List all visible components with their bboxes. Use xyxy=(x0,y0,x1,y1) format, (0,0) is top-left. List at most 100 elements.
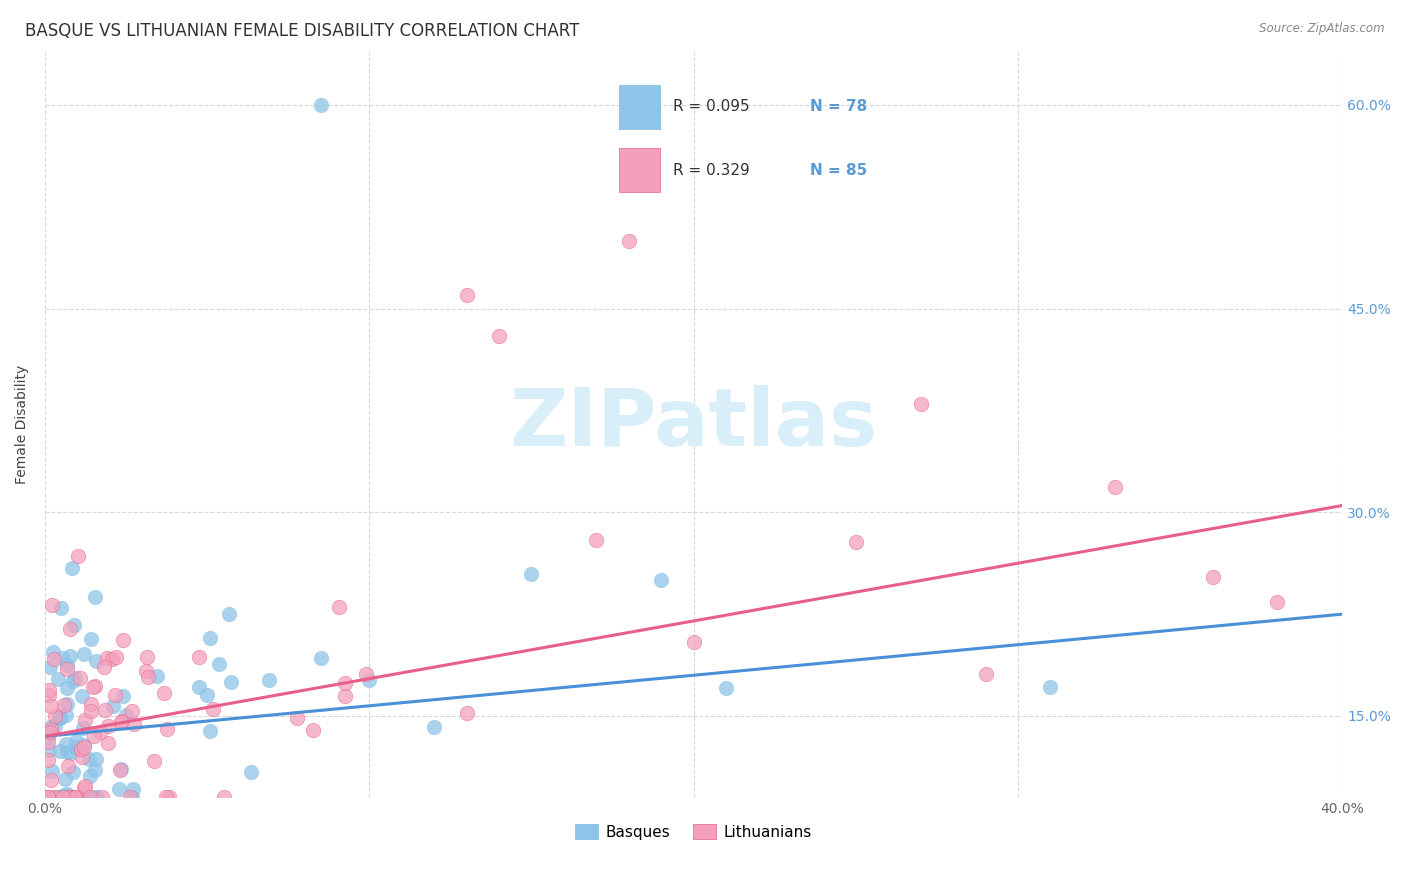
Point xyxy=(146,669,169,683)
Point xyxy=(328,599,350,614)
Point xyxy=(56,657,79,672)
Point xyxy=(121,790,143,805)
Point xyxy=(354,667,377,681)
Point xyxy=(89,725,111,739)
Point xyxy=(37,790,59,805)
Point xyxy=(37,753,59,767)
Point xyxy=(1267,595,1289,609)
Point xyxy=(136,670,159,684)
Point xyxy=(187,680,209,694)
Point xyxy=(39,772,62,787)
Text: BASQUE VS LITHUANIAN FEMALE DISABILITY CORRELATION CHART: BASQUE VS LITHUANIAN FEMALE DISABILITY C… xyxy=(25,22,579,40)
Point xyxy=(55,698,77,712)
Point xyxy=(44,790,66,805)
Point xyxy=(1039,680,1062,694)
Point xyxy=(38,742,60,756)
Point xyxy=(195,688,218,702)
Point xyxy=(188,650,211,665)
Point xyxy=(1104,480,1126,494)
Point xyxy=(97,736,120,750)
Point xyxy=(38,720,60,734)
Point xyxy=(51,790,73,805)
Point xyxy=(39,660,62,674)
Point xyxy=(55,738,77,752)
Point xyxy=(37,790,59,805)
Point xyxy=(94,702,117,716)
Text: ZIPatlas: ZIPatlas xyxy=(509,385,877,463)
Point xyxy=(115,707,138,722)
Point xyxy=(112,690,135,704)
Point xyxy=(110,714,132,729)
Point xyxy=(58,790,80,805)
Point xyxy=(70,742,93,756)
Point xyxy=(585,533,607,548)
Point xyxy=(714,681,737,696)
Point xyxy=(93,660,115,674)
Point xyxy=(73,713,96,727)
Point xyxy=(44,790,66,805)
Point xyxy=(73,647,96,661)
Point xyxy=(37,790,59,805)
Point xyxy=(84,654,107,668)
Point xyxy=(101,699,124,714)
Point xyxy=(84,752,107,766)
Y-axis label: Female Disability: Female Disability xyxy=(15,365,30,483)
Point xyxy=(208,657,231,671)
Point xyxy=(45,790,67,805)
Point xyxy=(63,790,86,805)
Point xyxy=(135,665,157,679)
Point xyxy=(80,632,103,646)
Point xyxy=(55,662,77,676)
Point xyxy=(845,534,868,549)
Point xyxy=(51,601,73,615)
Point xyxy=(423,720,446,734)
Point xyxy=(456,706,478,720)
Point xyxy=(42,652,65,666)
Point xyxy=(488,328,510,343)
Point xyxy=(52,790,75,805)
Point xyxy=(41,764,63,778)
Point xyxy=(84,763,107,777)
Point xyxy=(86,790,108,805)
Point xyxy=(62,790,84,805)
Point xyxy=(456,288,478,302)
Point xyxy=(39,722,62,736)
Point xyxy=(108,764,131,778)
Point xyxy=(65,734,87,748)
Point xyxy=(84,679,107,693)
Point xyxy=(41,599,63,613)
Point xyxy=(520,567,543,582)
Point xyxy=(302,723,325,738)
Point xyxy=(121,704,143,718)
Point xyxy=(56,759,79,773)
Point xyxy=(153,686,176,700)
Point xyxy=(112,633,135,648)
Point xyxy=(100,651,122,665)
Point xyxy=(82,681,104,695)
Point xyxy=(910,397,932,411)
Point xyxy=(72,721,94,735)
Point xyxy=(59,790,82,805)
Point xyxy=(96,650,118,665)
Point xyxy=(83,729,105,743)
Point xyxy=(219,674,242,689)
Point xyxy=(650,573,672,587)
Point xyxy=(682,634,704,648)
Point xyxy=(62,674,84,689)
Point xyxy=(79,790,101,805)
Point xyxy=(104,689,127,703)
Point xyxy=(63,671,86,685)
Point xyxy=(333,689,356,703)
Point xyxy=(80,704,103,718)
Point xyxy=(91,790,114,805)
Point xyxy=(105,650,128,665)
Point xyxy=(38,725,60,739)
Point xyxy=(79,769,101,783)
Point xyxy=(42,645,65,659)
Point xyxy=(65,739,87,754)
Point xyxy=(37,735,59,749)
Point xyxy=(56,745,79,759)
Point xyxy=(55,681,77,696)
Point xyxy=(83,790,105,805)
Point xyxy=(122,717,145,731)
